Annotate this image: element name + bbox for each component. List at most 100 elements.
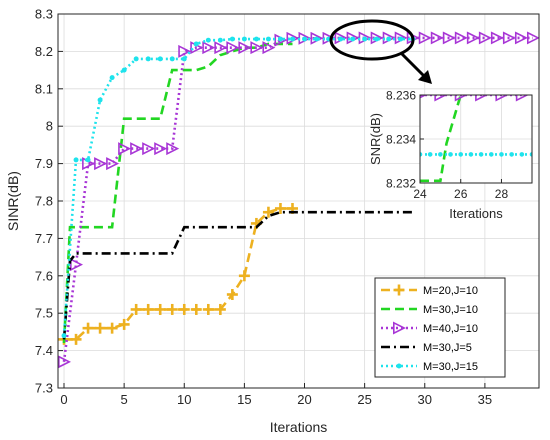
data-point (226, 41, 240, 55)
data-point (466, 31, 480, 45)
data-point (205, 37, 211, 43)
inset-x-tick-label: 24 (413, 187, 427, 201)
legend-label: M=30,J=15 (423, 361, 478, 373)
inset-x-axis-title: Iterations (449, 206, 503, 221)
y-tick-label: 7.7 (35, 231, 53, 246)
data-point (277, 36, 283, 42)
data-point (178, 44, 192, 58)
inset-series-layer (420, 95, 532, 183)
data-point (61, 333, 67, 339)
inset-data-point (478, 152, 484, 157)
data-point (130, 142, 144, 156)
y-tick-label: 7.8 (35, 194, 53, 209)
data-point (442, 31, 456, 45)
x-axis-ticks: 0 5 10 15 20 25 30 35 (60, 383, 492, 407)
inset-data-point (499, 152, 504, 157)
data-point (118, 142, 132, 156)
inset-data-point (475, 95, 489, 102)
data-point (58, 355, 72, 369)
inset-y-tick-label: 8.232 (386, 177, 416, 191)
data-point (142, 142, 156, 156)
data-point (106, 157, 120, 171)
inset-y-tick-label: 8.234 (386, 133, 416, 147)
data-point (214, 41, 228, 55)
x-tick-label: 0 (60, 392, 67, 407)
data-point (398, 36, 404, 42)
data-point (121, 67, 127, 73)
legend-entry: M=30,J=10 (381, 304, 478, 316)
data-point (238, 270, 250, 282)
x-axis-title: Iterations (270, 419, 328, 435)
data-point (454, 31, 468, 45)
inset-data-point (468, 152, 474, 157)
data-point (202, 303, 214, 315)
legend-label: M=30,J=10 (423, 304, 478, 316)
data-point (229, 36, 235, 42)
series-M=30,J=10 (62, 42, 293, 344)
inset-data-point (509, 152, 514, 157)
data-point (118, 318, 130, 330)
legend-label: M=30,J=5 (423, 342, 472, 354)
series-line (62, 42, 293, 344)
legend: M=20,J=10 M=30,J=10 M=40,J=10 M=30,J=5 M=30,… (374, 277, 506, 378)
series-M=30,J=5 (62, 210, 413, 340)
inset-data-point (495, 95, 509, 102)
series-line (62, 210, 413, 340)
inset-data-point (454, 95, 468, 102)
x-tick-label: 20 (297, 392, 311, 407)
data-point (82, 322, 94, 334)
x-tick-label: 35 (478, 392, 492, 407)
data-point (250, 41, 264, 55)
inset-x-tick-label: 28 (495, 187, 509, 201)
inset-data-point (434, 95, 448, 102)
inset-series-M=40,J=10 (420, 95, 529, 102)
data-point (514, 31, 528, 45)
x-tick-label: 25 (357, 392, 371, 407)
series-M=20,J=10 (58, 202, 298, 345)
y-tick-label: 7.6 (35, 268, 53, 283)
data-point (157, 56, 163, 62)
data-point (97, 97, 103, 103)
legend-entry: M=30,J=5 (381, 342, 472, 354)
data-point (217, 37, 223, 43)
inset-data-point (529, 152, 532, 157)
data-point (241, 36, 247, 42)
data-point (314, 36, 320, 42)
data-point (94, 322, 106, 334)
inset-x-tick-label: 26 (454, 187, 468, 201)
legend-entry: M=30,J=15 (381, 361, 478, 373)
inset-data-point (438, 152, 443, 157)
y-axis-ticks: 7.3 7.4 7.5 7.6 7.7 7.8 7.9 8 8.1 8.2 8.3 (35, 7, 63, 396)
data-point (145, 56, 151, 62)
y-tick-label: 8.3 (35, 7, 53, 22)
y-tick-label: 8.1 (35, 81, 53, 96)
legend-label: M=40,J=10 (423, 323, 478, 335)
x-tick-label: 30 (418, 392, 432, 407)
data-point (130, 303, 142, 315)
data-point (85, 157, 91, 163)
y-tick-label: 7.3 (35, 381, 53, 396)
legend-entry: M=40,J=10 (381, 321, 478, 335)
inset-data-point (515, 95, 529, 102)
data-point (94, 157, 108, 171)
inset-x-axis-ticks: 24 26 28 (413, 179, 508, 201)
data-point (478, 31, 492, 45)
data-point (502, 31, 516, 45)
inset-data-point (448, 152, 453, 157)
data-point (274, 202, 286, 214)
data-point (362, 36, 368, 42)
data-point (226, 289, 238, 300)
data-point (133, 56, 139, 62)
data-point (238, 41, 252, 55)
data-point (202, 41, 216, 55)
x-tick-label: 5 (121, 392, 128, 407)
inset-y-tick-label: 8.236 (386, 89, 416, 103)
data-point (70, 333, 82, 345)
y-tick-label: 8.2 (35, 44, 53, 59)
data-point (169, 56, 175, 62)
legend-entry: M=20,J=10 (381, 284, 478, 297)
inset-y-axis-ticks: 8.232 8.234 8.236 (386, 89, 424, 191)
data-point (350, 36, 356, 42)
inset-y-axis-title: SNR(dB) (368, 113, 383, 165)
